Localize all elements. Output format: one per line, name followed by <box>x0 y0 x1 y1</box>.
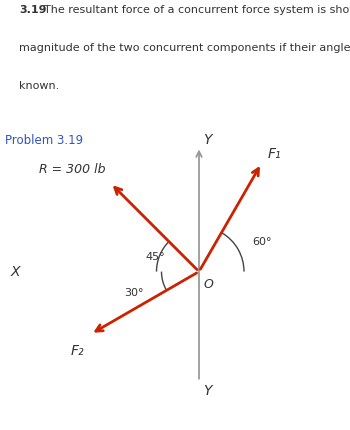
Text: Y: Y <box>203 384 211 398</box>
Text: known.: known. <box>19 81 60 91</box>
Text: Problem 3.19: Problem 3.19 <box>5 134 83 147</box>
Text: 30°: 30° <box>125 288 144 298</box>
Text: F₁: F₁ <box>267 147 281 161</box>
Text: magnitude of the two concurrent components if their angles of inclination are: magnitude of the two concurrent componen… <box>19 43 350 53</box>
Text: F₂: F₂ <box>71 344 85 358</box>
Text: The resultant force of a concurrent force system is shown. Determine the: The resultant force of a concurrent forc… <box>44 6 350 15</box>
Text: Y: Y <box>203 132 211 147</box>
Text: 3.19: 3.19 <box>19 6 47 15</box>
Text: 60°: 60° <box>252 237 272 247</box>
Text: O: O <box>204 278 214 291</box>
Text: X: X <box>10 264 20 279</box>
Text: 45°: 45° <box>146 252 166 262</box>
Text: R = 300 lb: R = 300 lb <box>39 163 106 176</box>
